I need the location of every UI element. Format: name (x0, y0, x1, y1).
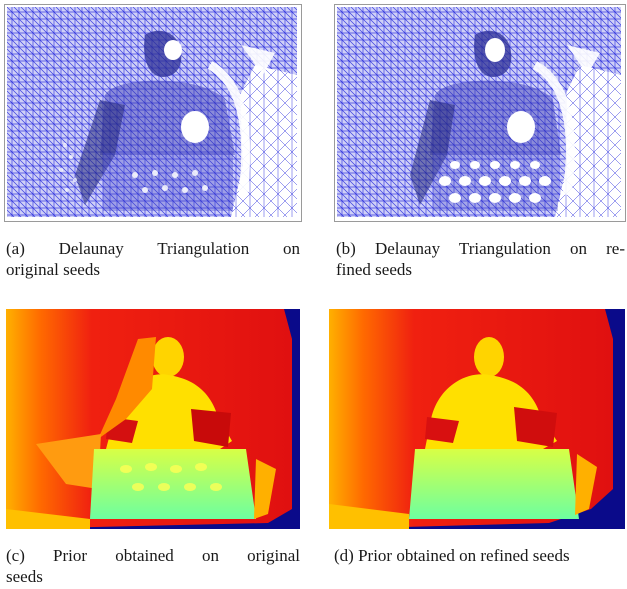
panel-c-depth-prior-image (6, 309, 300, 529)
panel-a-caption-line1: (a) Delaunay Triangulation on (6, 239, 300, 258)
panel-a-triangulation-image (4, 4, 302, 222)
panel-a-caption: (a) Delaunay Triangulation on original s… (6, 238, 300, 280)
panel-c-caption-line1: (c) Prior obtained on original (6, 546, 300, 565)
panel-c-caption: (c) Prior obtained on original seeds (6, 545, 300, 587)
panel-b-mesh-svg (335, 5, 625, 221)
panel-a-caption-line2: original seeds (6, 260, 100, 279)
panel-b-caption-line1: (b) Delaunay Triangulation on re- (336, 239, 625, 258)
panel-d-caption: (d) Prior obtained on refined seeds (334, 545, 626, 566)
panel-d-caption-line1: (d) Prior obtained on refined seeds (334, 546, 570, 565)
panel-b-caption: (b) Delaunay Triangulation on re- fined … (336, 238, 625, 280)
panel-b-caption-line2: fined seeds (336, 260, 413, 279)
panel-b-triangulation-image (334, 4, 626, 222)
panel-c-caption-line2: seeds (6, 567, 43, 586)
panel-a-mesh-svg (5, 5, 301, 221)
panel-d-depth-prior-image (329, 309, 625, 529)
